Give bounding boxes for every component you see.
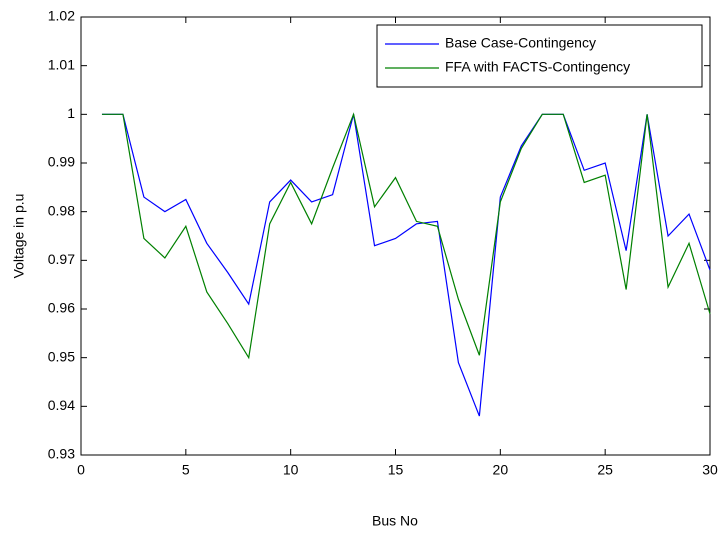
legend-label: FFA with FACTS-Contingency <box>445 59 630 75</box>
x-tick-label: 15 <box>388 462 404 478</box>
y-tick-label: 0.95 <box>48 348 75 364</box>
y-tick-label: 0.97 <box>48 251 75 267</box>
y-tick-label: 1.02 <box>48 8 75 24</box>
y-tick-label: 0.96 <box>48 300 75 316</box>
x-axis-label: Bus No <box>372 513 418 529</box>
y-axis-label: Voltage in p.u <box>11 194 27 279</box>
series-line <box>101 112 711 360</box>
y-tick-label: 0.98 <box>48 202 75 218</box>
legend-label: Base Case-Contingency <box>445 35 596 51</box>
y-tick-label: 1.01 <box>48 56 75 72</box>
x-tick-label: 10 <box>283 462 299 478</box>
x-tick-label: 30 <box>702 462 718 478</box>
x-tick-label: 0 <box>77 462 85 478</box>
legend-box <box>376 24 703 88</box>
plot-area <box>80 16 711 456</box>
x-tick-label: 5 <box>182 462 190 478</box>
series-line <box>101 113 711 417</box>
x-tick-label: 25 <box>597 462 613 478</box>
x-tick-label: 20 <box>493 462 509 478</box>
y-tick-label: 0.94 <box>48 397 75 413</box>
y-tick-label: 1 <box>67 105 75 121</box>
y-tick-label: 0.93 <box>48 446 75 462</box>
y-tick-label: 0.99 <box>48 154 75 170</box>
